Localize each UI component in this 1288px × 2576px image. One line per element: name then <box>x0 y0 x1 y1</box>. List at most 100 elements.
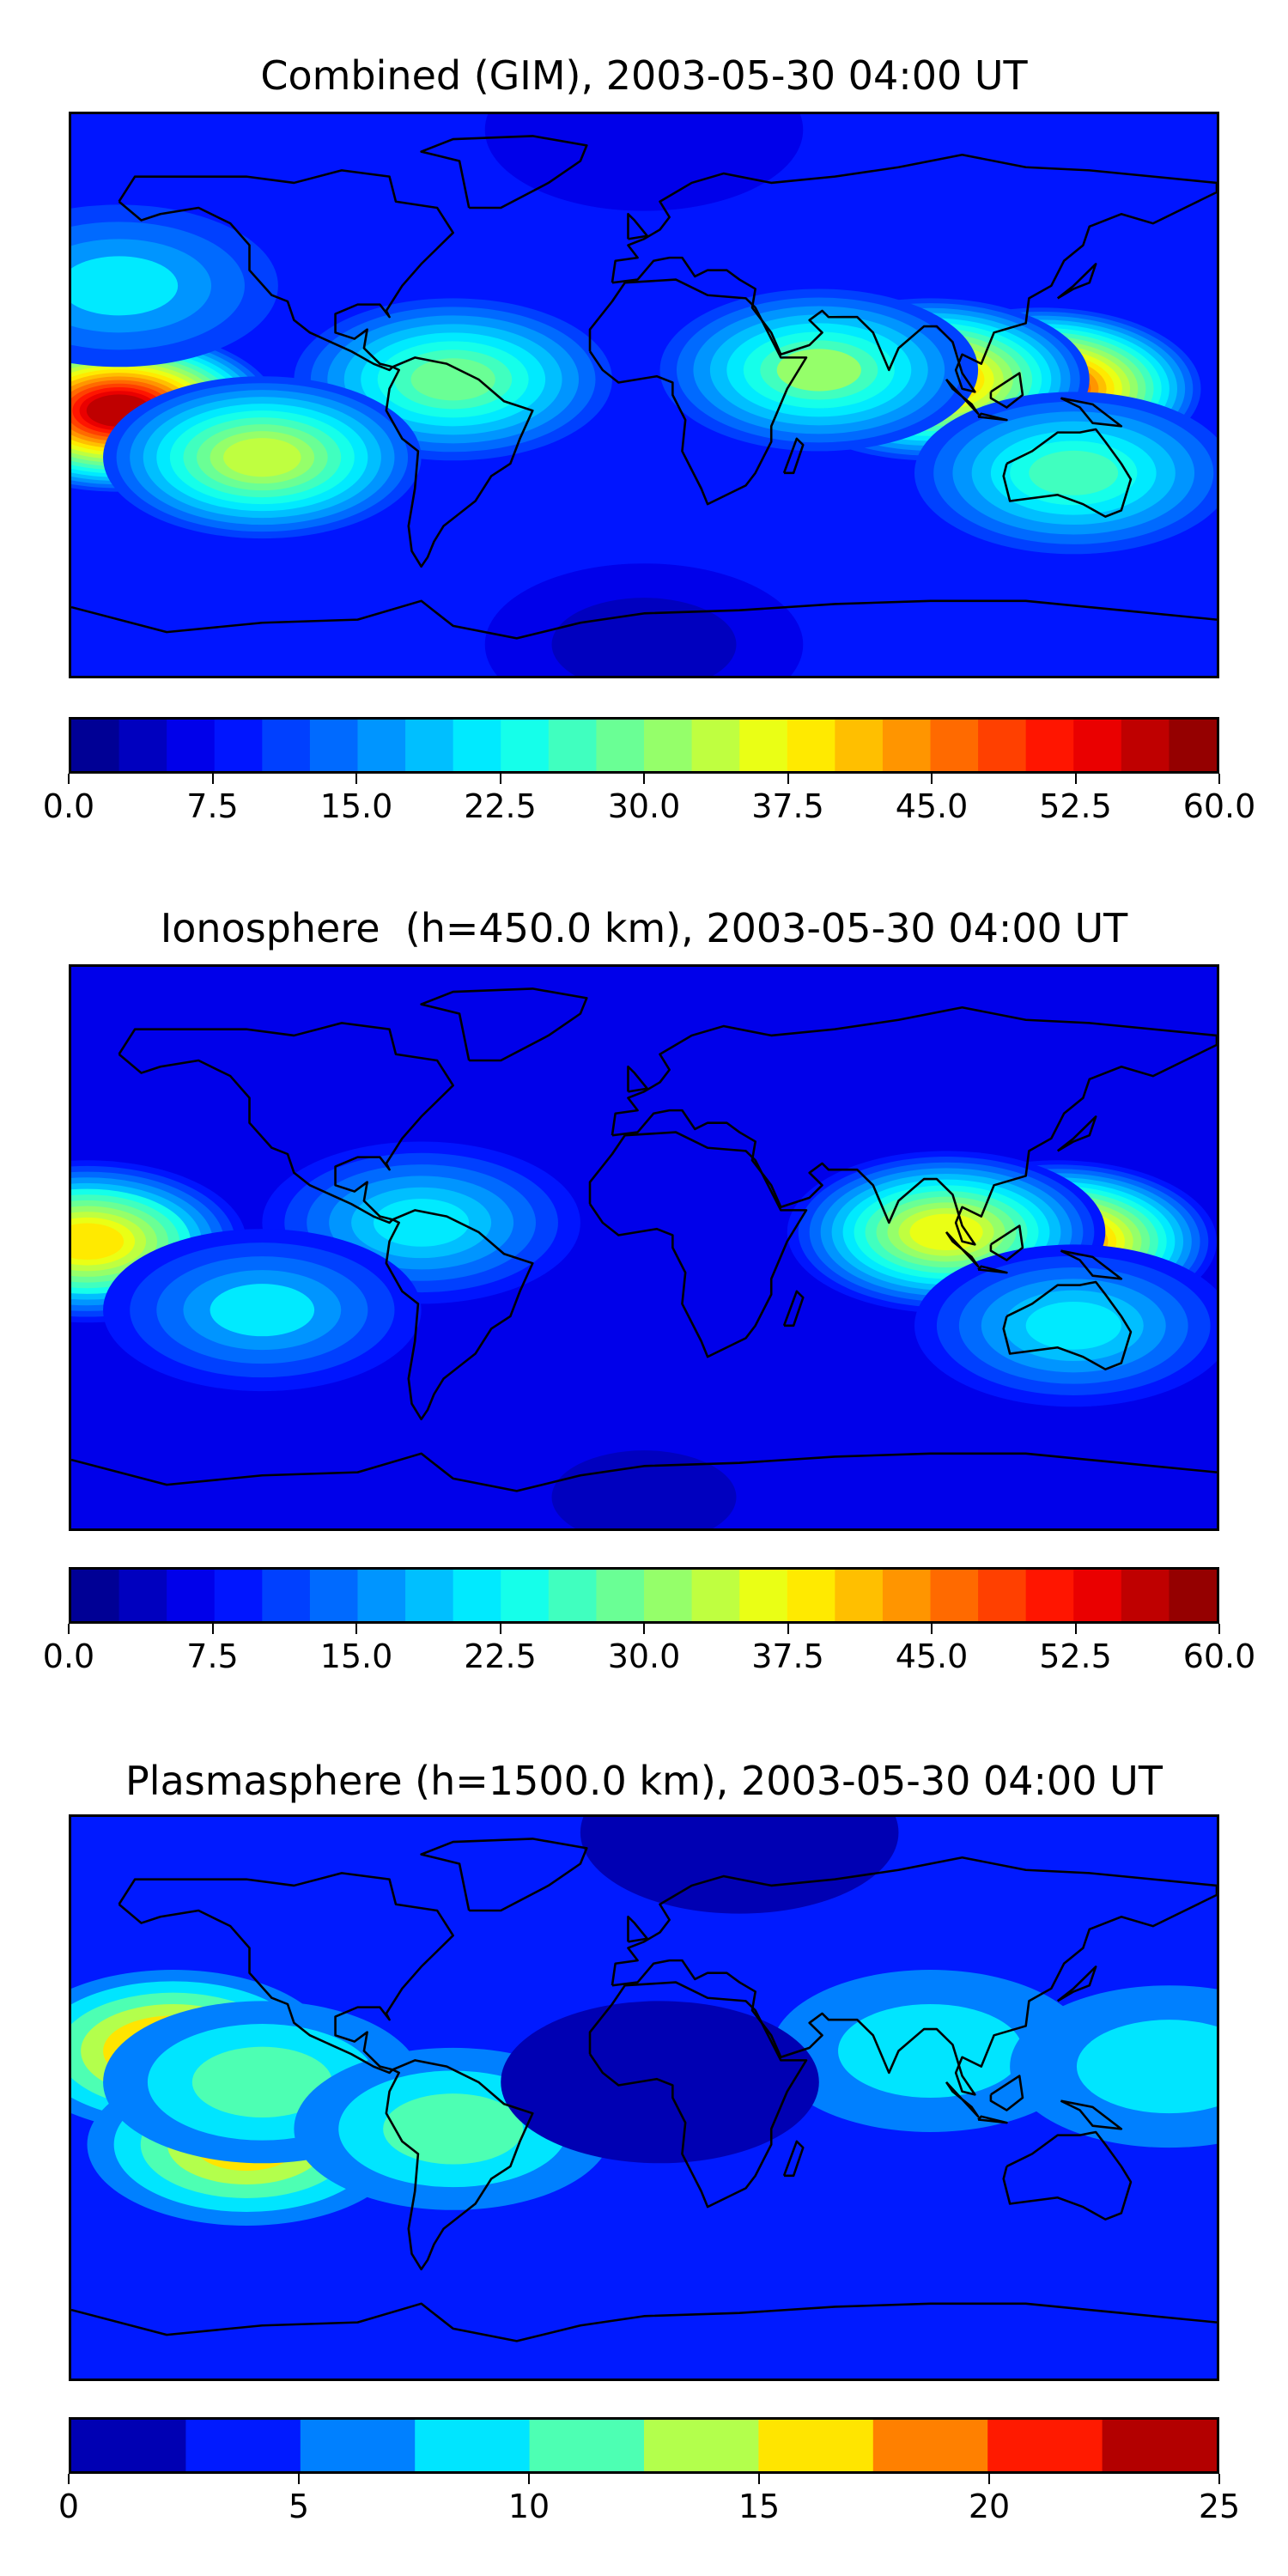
colorbar-tick-label: 37.5 <box>751 1637 824 1675</box>
coastline-11 <box>782 437 805 475</box>
coastline-7 <box>989 372 1024 409</box>
colorbar-tick-mark <box>1218 2474 1220 2484</box>
panel-3-map <box>69 1814 1219 2381</box>
colorbar-level-15 <box>787 1570 835 1621</box>
colorbar-level-11 <box>596 720 645 771</box>
colorbar-level-3 <box>415 2420 531 2471</box>
coastline-10 <box>1056 1965 1097 2002</box>
colorbar-tick-label: 0.0 <box>42 787 95 825</box>
coastline-11 <box>782 2140 805 2178</box>
colorbar-level-18 <box>930 720 979 771</box>
colorbar-level-13 <box>691 720 740 771</box>
colorbar-level-17 <box>882 1570 932 1621</box>
coastline-12 <box>627 212 649 240</box>
colorbar-tick-mark <box>1074 774 1077 784</box>
colorbar-level-3 <box>214 1570 263 1621</box>
colorbar-tick-label: 0 <box>58 2488 80 2525</box>
colorbar-level-5 <box>309 720 359 771</box>
coastline-13 <box>71 2302 1217 2342</box>
colorbar-tick-label: 0.0 <box>42 1637 95 1675</box>
colorbar-level-18 <box>930 1570 979 1621</box>
colorbar-tick-mark <box>1218 774 1220 784</box>
colorbar-level-9 <box>501 1570 550 1621</box>
colorbar-level-10 <box>548 1570 598 1621</box>
coastline-7 <box>989 2075 1024 2111</box>
colorbar-level-0 <box>71 2420 186 2471</box>
panel-1-colorbar-ticks: 0.0 7.5 15.0 22.5 30.0 37.5 45.0 52.5 60.0 <box>43 774 1255 825</box>
colorbar-level-1 <box>118 1570 167 1621</box>
coastline-0 <box>118 1022 454 1224</box>
field-feature-5-level-5 <box>1025 1301 1121 1350</box>
colorbar-level-8 <box>453 1570 501 1621</box>
colorbar-tick-label: 22.5 <box>464 1637 537 1675</box>
panel-2-heatmap <box>71 967 1217 1528</box>
colorbar-level-9 <box>501 720 550 771</box>
colorbar-tick-mark <box>211 774 214 784</box>
coastline-2 <box>420 135 588 210</box>
field-feature-3-level-2 <box>383 2093 524 2165</box>
colorbar-level-8 <box>453 720 501 771</box>
coastline-2 <box>420 1838 588 1912</box>
colorbar-tick-label: 45.0 <box>895 787 969 825</box>
field-feature-6-level-6 <box>1029 450 1119 495</box>
colorbar-tick-label: 45.0 <box>895 1637 969 1675</box>
colorbar-tick-mark <box>988 2474 990 2484</box>
panel-3-heatmap <box>71 1817 1217 2379</box>
field-feature-9-level-0 <box>484 114 804 211</box>
coastline-13 <box>71 599 1217 640</box>
colorbar-tick-label: 15 <box>738 2488 781 2525</box>
field-feature-7-level-0 <box>580 1817 899 1914</box>
colorbar-level-22 <box>1121 720 1170 771</box>
panel-1-heatmap <box>71 114 1217 676</box>
coastline-11 <box>782 1290 805 1327</box>
colorbar-level-0 <box>71 720 120 771</box>
coastline-3 <box>588 1981 808 2208</box>
colorbar-tick-mark <box>931 1624 933 1634</box>
coastline-6 <box>945 378 980 416</box>
panel-2-title: Ionosphere (h=450.0 km), 2003-05-30 04:0… <box>160 905 1128 951</box>
coastline-0 <box>118 169 454 372</box>
field-feature-4-level-4 <box>210 1284 315 1337</box>
colorbar-level-12 <box>644 720 693 771</box>
colorbar-tick-label: 22.5 <box>464 787 537 825</box>
coastline-0 <box>118 1872 454 2075</box>
colorbar-level-6 <box>357 1570 406 1621</box>
coastline-10 <box>1056 1115 1097 1152</box>
colorbar-level-23 <box>1169 1570 1217 1621</box>
coastline-6 <box>945 1230 980 1268</box>
colorbar-tick-label: 52.5 <box>1039 787 1112 825</box>
colorbar-level-7 <box>872 2420 988 2471</box>
colorbar-level-15 <box>787 720 835 771</box>
coastline-4 <box>611 153 1217 393</box>
colorbar-tick-mark <box>355 774 357 784</box>
colorbar-tick-label: 7.5 <box>186 1637 239 1675</box>
colorbar-level-21 <box>1073 720 1122 771</box>
colorbar-level-4 <box>262 720 311 771</box>
coastline-1 <box>385 2059 534 2271</box>
coastline-8 <box>1060 2099 1123 2130</box>
colorbar-tick-label: 25 <box>1198 2488 1241 2525</box>
coastline-8 <box>1060 397 1123 428</box>
colorbar-level-4 <box>262 1570 311 1621</box>
coastline-4 <box>611 1005 1217 1246</box>
coastline-3 <box>588 278 808 506</box>
field-feature-5-level-7 <box>776 349 861 392</box>
colorbar-level-5 <box>644 2420 759 2471</box>
colorbar-level-4 <box>529 2420 645 2471</box>
colorbar-level-21 <box>1073 1570 1122 1621</box>
field-feature-6-level-1 <box>551 1450 737 1528</box>
coastline-9 <box>977 412 1008 422</box>
colorbar-level-8 <box>987 2420 1103 2471</box>
field-feature-3-level-5 <box>374 1199 470 1247</box>
colorbar-tick-label: 30.0 <box>607 787 681 825</box>
colorbar-tick-label: 5 <box>288 2488 310 2525</box>
colorbar-tick-label: 7.5 <box>186 787 239 825</box>
colorbar-level-9 <box>1102 2420 1217 2471</box>
colorbar-tick-label: 60.0 <box>1182 1637 1256 1675</box>
colorbar-tick-mark <box>1074 1624 1077 1634</box>
coastline-5 <box>1002 2130 1133 2221</box>
field-feature-4-level-1 <box>838 2004 1023 2098</box>
coastline-9 <box>977 2115 1008 2124</box>
coastline-4 <box>611 1856 1217 2096</box>
coastline-9 <box>977 1265 1008 1274</box>
